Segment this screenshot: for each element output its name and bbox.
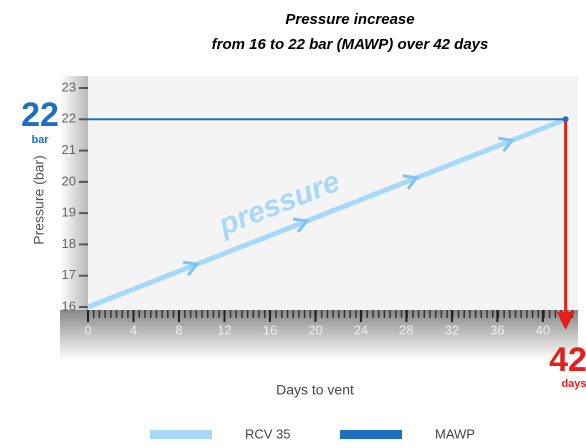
chart: Pressure increase from 16 to 22 bar (MAW… xyxy=(0,0,586,448)
y-tick-label: 16 xyxy=(62,298,76,313)
legend-label: MAWP xyxy=(435,426,475,441)
x-tick-label: 36 xyxy=(490,322,504,337)
x-axis-label: Days to vent xyxy=(276,382,354,398)
y-tick-label: 17 xyxy=(62,267,76,282)
legend-swatch xyxy=(340,430,402,439)
legend-swatch xyxy=(150,430,212,439)
x-tick-label: 0 xyxy=(84,322,91,337)
x-tick-label: 24 xyxy=(354,322,368,337)
x-tick-label: 12 xyxy=(217,322,231,337)
annotation: bar xyxy=(31,134,49,146)
y-tick-label: 19 xyxy=(62,205,76,220)
y-tick-label: 22 xyxy=(62,111,76,126)
x-tick-label: 28 xyxy=(399,322,413,337)
chart-subtitle: from 16 to 22 bar (MAWP) over 42 days xyxy=(212,36,489,53)
end-dot xyxy=(563,116,569,122)
y-tick-label: 18 xyxy=(62,236,76,251)
y-tick-label: 21 xyxy=(62,142,76,157)
x-tick-label: 32 xyxy=(445,322,459,337)
x-tick-label: 8 xyxy=(175,322,182,337)
annotation: days xyxy=(561,378,586,390)
y-axis-label: Pressure (bar) xyxy=(31,155,47,244)
x-tick-label: 16 xyxy=(263,322,277,337)
x-tick-label: 4 xyxy=(130,322,137,337)
annotation: 42 xyxy=(549,341,586,379)
y-tick-label: 20 xyxy=(62,173,76,188)
x-tick-label: 20 xyxy=(308,322,322,337)
legend-label: RCV 35 xyxy=(245,426,291,441)
annotation: 22 xyxy=(21,96,59,134)
y-tick-label: 23 xyxy=(62,79,76,94)
chart-title: Pressure increase xyxy=(285,11,414,28)
x-tick-label: 40 xyxy=(536,322,550,337)
